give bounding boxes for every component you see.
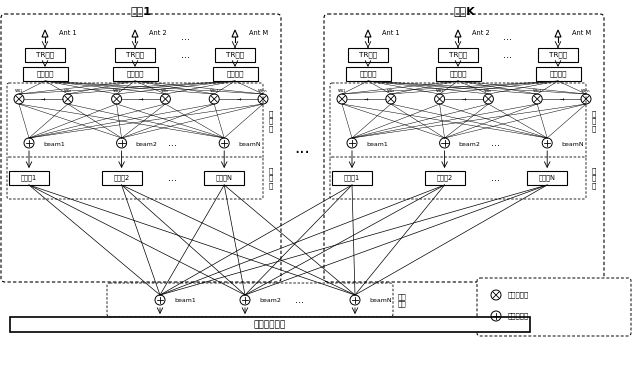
Text: wₘₙ: wₘₙ [258, 89, 268, 94]
Bar [438, 48, 478, 62]
Text: →: → [138, 96, 144, 101]
Text: 子件1: 子件1 [131, 6, 151, 16]
Text: ...: ... [181, 32, 189, 42]
Text: Ant 2: Ant 2 [149, 30, 167, 36]
Bar [9, 171, 49, 185]
Text: TR组件: TR组件 [549, 52, 567, 58]
Bar [215, 48, 255, 62]
Text: w₁₁: w₁₁ [338, 89, 346, 94]
Bar [538, 48, 578, 62]
Text: TR组件: TR组件 [226, 52, 244, 58]
FancyBboxPatch shape [1, 14, 281, 282]
Bar [101, 171, 142, 185]
Text: 延迟线2: 延迟线2 [114, 175, 130, 181]
Text: w₁ₙ: w₁ₙ [387, 89, 395, 94]
Bar [527, 171, 567, 185]
Bar [25, 48, 65, 62]
Text: 延迟线2: 延迟线2 [436, 175, 453, 181]
Text: w₁ₙ: w₁ₙ [64, 89, 72, 94]
Text: Ant 1: Ant 1 [382, 30, 399, 36]
Bar [112, 67, 158, 81]
Text: beamN: beamN [561, 142, 584, 147]
Text: ...: ... [491, 173, 500, 183]
FancyBboxPatch shape [477, 278, 631, 336]
Text: 通道均衡: 通道均衡 [449, 71, 467, 77]
Text: ...: ... [491, 138, 500, 148]
Text: 奥斯幂级数: 奥斯幂级数 [508, 313, 530, 319]
Text: 子件K: 子件K [453, 6, 475, 16]
Text: TR组件: TR组件 [36, 52, 54, 58]
Text: w₂ₙ: w₂ₙ [161, 89, 170, 94]
FancyBboxPatch shape [107, 283, 393, 317]
Text: 延迟线1: 延迟线1 [344, 175, 360, 181]
Text: →: → [364, 96, 369, 101]
Text: 延
时
器: 延 时 器 [592, 167, 596, 189]
Bar [204, 171, 244, 185]
Text: ...: ... [503, 32, 512, 42]
Bar [115, 48, 155, 62]
Text: ...: ... [168, 138, 177, 148]
Text: 通道均衡: 通道均衡 [36, 71, 54, 77]
Bar [436, 67, 480, 81]
FancyBboxPatch shape [7, 157, 263, 199]
Text: 通道均衡: 通道均衡 [359, 71, 377, 77]
Text: 移
相
器: 移 相 器 [269, 110, 273, 132]
Bar [10, 317, 530, 332]
Text: →: → [462, 96, 466, 101]
Text: ...: ... [503, 50, 512, 60]
Bar [332, 171, 372, 185]
Text: ...: ... [181, 50, 189, 60]
Text: 延
时
器: 延 时 器 [269, 167, 273, 189]
Text: beam2: beam2 [459, 142, 480, 147]
Text: Ant 2: Ant 2 [472, 30, 490, 36]
Text: ...: ... [295, 295, 304, 305]
FancyBboxPatch shape [330, 83, 586, 159]
Text: TR组件: TR组件 [359, 52, 377, 58]
Text: TR组件: TR组件 [449, 52, 467, 58]
Text: 延迟线N: 延迟线N [216, 175, 233, 181]
Text: beam1: beam1 [174, 298, 196, 303]
Text: 综合处理部件: 综合处理部件 [254, 320, 286, 329]
Bar [535, 67, 581, 81]
Bar [212, 67, 258, 81]
Text: →: → [41, 96, 46, 101]
Text: w₂₁: w₂₁ [112, 89, 121, 94]
Bar [348, 48, 388, 62]
Text: w₂₁: w₂₁ [436, 89, 443, 94]
Text: 通道均衡: 通道均衡 [126, 71, 144, 77]
Text: 通道均衡: 通道均衡 [549, 71, 567, 77]
Bar [425, 171, 464, 185]
Bar [22, 67, 68, 81]
Text: →: → [560, 96, 564, 101]
Text: wₘ₁: wₘ₁ [209, 89, 219, 94]
Text: beam1: beam1 [366, 142, 388, 147]
Text: ...: ... [168, 173, 177, 183]
Text: 波束
合成: 波束 合成 [397, 293, 406, 307]
Text: ...: ... [295, 139, 310, 157]
FancyBboxPatch shape [324, 14, 604, 282]
Text: 奥斯幂级数: 奥斯幂级数 [508, 292, 530, 298]
Text: w₂ₙ: w₂ₙ [484, 89, 493, 94]
Text: 延迟线N: 延迟线N [538, 175, 556, 181]
Text: 移
相
器: 移 相 器 [592, 110, 596, 132]
Bar [346, 67, 390, 81]
Text: wₘₙ: wₘₙ [581, 89, 591, 94]
Text: beam2: beam2 [136, 142, 158, 147]
Text: Ant 1: Ant 1 [59, 30, 77, 36]
Text: TR组件: TR组件 [126, 52, 144, 58]
Text: beam1: beam1 [43, 142, 64, 147]
FancyBboxPatch shape [7, 83, 263, 159]
Text: Ant M: Ant M [572, 30, 591, 36]
Text: 通道均衡: 通道均衡 [226, 71, 244, 77]
Text: →: → [236, 96, 241, 101]
Text: wₘ₁: wₘ₁ [533, 89, 542, 94]
Text: Ant M: Ant M [249, 30, 268, 36]
Text: beamN: beamN [369, 298, 392, 303]
Text: 延迟线1: 延迟线1 [21, 175, 37, 181]
Text: beamN: beamN [238, 142, 261, 147]
Text: beam2: beam2 [259, 298, 281, 303]
Text: w₁₁: w₁₁ [15, 89, 23, 94]
FancyBboxPatch shape [330, 157, 586, 199]
